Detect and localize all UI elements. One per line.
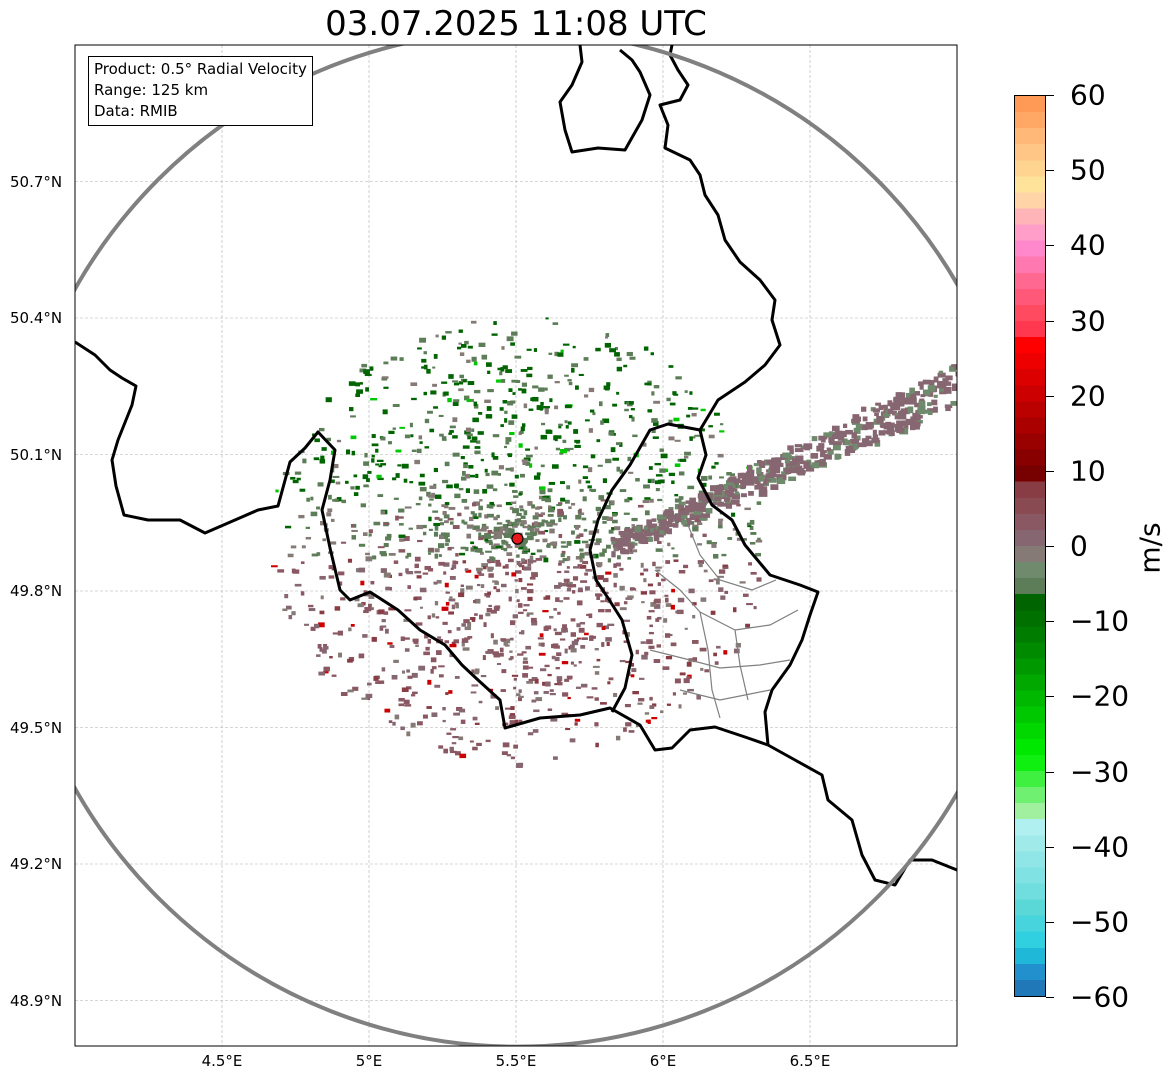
info-product: Product: 0.5° Radial Velocity [94, 60, 307, 78]
colorbar-tick [1046, 921, 1054, 923]
product-info-box: Product: 0.5° Radial Velocity Range: 125… [88, 56, 313, 126]
colorbar-tick-label: 50 [1070, 153, 1106, 187]
border-luxembourg-germany [696, 429, 820, 746]
lat-tick-label: 49.5°N [10, 718, 63, 737]
country-borders [75, 45, 957, 887]
colorbar-tick-label: 60 [1070, 78, 1106, 112]
colorbar [1014, 95, 1046, 997]
lat-tick-label: 49.2°N [10, 855, 63, 873]
lat-tick-label: 50.4°N [10, 309, 63, 327]
lat-tick-label: 49.8°N [10, 582, 63, 600]
colorbar-tick [1046, 170, 1054, 172]
colorbar-tick-label: −50 [1070, 905, 1130, 939]
colorbar-tick-label: 10 [1070, 454, 1106, 488]
radar-site-marker[interactable] [511, 532, 524, 545]
colorbar-tick [1046, 470, 1054, 472]
colorbar-tick-label: 40 [1070, 228, 1106, 262]
border-netherlands [558, 45, 652, 154]
luxembourg-districts [649, 524, 799, 719]
colorbar-tick [1046, 245, 1054, 247]
radar-echoes [271, 317, 957, 768]
colorbar-tick-label: −30 [1070, 755, 1130, 788]
colorbar-tick [1046, 771, 1054, 773]
colorbar-tick-label: −20 [1070, 679, 1130, 713]
lon-tick-label: 5.5°E [495, 1052, 537, 1070]
lat-tick-label: 50.7°N [10, 172, 63, 191]
colorbar-tick-label: −10 [1070, 604, 1130, 638]
colorbar-tick [1046, 997, 1054, 998]
lat-tick-label: 48.9°N [10, 991, 63, 1010]
colorbar-tick-label: 30 [1070, 304, 1106, 337]
colorbar-tick-label: −40 [1070, 830, 1130, 864]
colorbar-tick-label: −60 [1070, 980, 1130, 1014]
chart-title: 03.07.2025 11:08 UTC [325, 4, 707, 44]
border-france-belgium [75, 340, 769, 752]
colorbar-tick [1046, 546, 1054, 547]
colorbar-tick-label: 20 [1070, 379, 1106, 413]
lon-tick-label: 4.5°E [201, 1052, 243, 1070]
border-germany-france [767, 743, 957, 887]
lon-tick-label: 6°E [649, 1052, 677, 1070]
border-belgium-luxembourg [588, 422, 701, 713]
colorbar-tick [1046, 320, 1054, 322]
colorbar-tick [1046, 696, 1054, 698]
lat-tick-label: 50.1°N [10, 445, 63, 464]
info-range: Range: 125 km [94, 81, 209, 99]
border-belgium-germany [658, 45, 782, 431]
colorbar-tick [1046, 95, 1054, 96]
lon-tick-label: 5°E [355, 1052, 383, 1070]
map-grid [75, 45, 957, 1046]
colorbar-tick [1046, 621, 1054, 623]
colorbar-unit: m/s [1133, 522, 1167, 574]
map-frame [74, 44, 958, 1047]
lon-tick-label: 6.5°E [789, 1052, 831, 1070]
colorbar-tick-label: 0 [1070, 529, 1088, 563]
info-data-source: Data: RMIB [94, 102, 178, 120]
colorbar-tick [1046, 846, 1054, 848]
colorbar-tick [1046, 395, 1054, 397]
